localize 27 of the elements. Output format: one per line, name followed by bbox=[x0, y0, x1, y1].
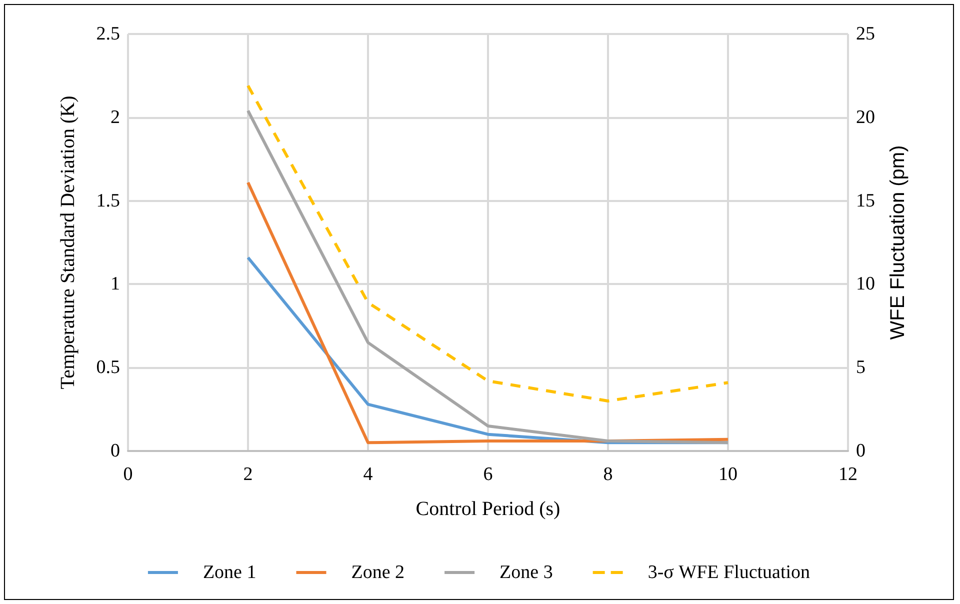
y2-tick-label: 0 bbox=[856, 440, 866, 462]
x-tick-label: 4 bbox=[363, 464, 374, 485]
x-tick-label: 12 bbox=[838, 464, 858, 485]
y-tick-label: 0.5 bbox=[96, 357, 120, 378]
x-tick-label: 10 bbox=[718, 464, 738, 485]
legend-label: Zone 2 bbox=[351, 562, 405, 583]
x-tick-label: 6 bbox=[483, 464, 493, 485]
y2-tick-label: 15 bbox=[856, 190, 875, 212]
y-axis-title: Temperature Standard Deviation (K) bbox=[57, 96, 79, 390]
legend-label: Zone 3 bbox=[500, 562, 553, 583]
y2-tick-label: 25 bbox=[856, 24, 875, 44]
line-series bbox=[246, 84, 730, 402]
x-axis-title: Control Period (s) bbox=[416, 498, 560, 520]
y-tick-label: 2 bbox=[110, 106, 120, 128]
y2-tick-label: 5 bbox=[856, 357, 866, 378]
line-series bbox=[246, 109, 730, 444]
y-tick-label: 2.5 bbox=[96, 24, 120, 44]
x-tick-label: 2 bbox=[243, 464, 253, 485]
y-tick-label: 1.5 bbox=[96, 190, 120, 212]
y2-tick-label: 10 bbox=[856, 274, 875, 295]
x-tick-label: 8 bbox=[603, 464, 613, 485]
y2-axis-title: WFE Fluctuation (pm) bbox=[887, 145, 909, 340]
y-tick-label: 0 bbox=[110, 440, 120, 462]
y2-tick-label: 20 bbox=[856, 106, 875, 128]
legend-label: 3-σ WFE Fluctuation bbox=[648, 562, 811, 583]
legend-label: Zone 1 bbox=[202, 562, 256, 583]
y-tick-label: 1 bbox=[110, 274, 120, 295]
